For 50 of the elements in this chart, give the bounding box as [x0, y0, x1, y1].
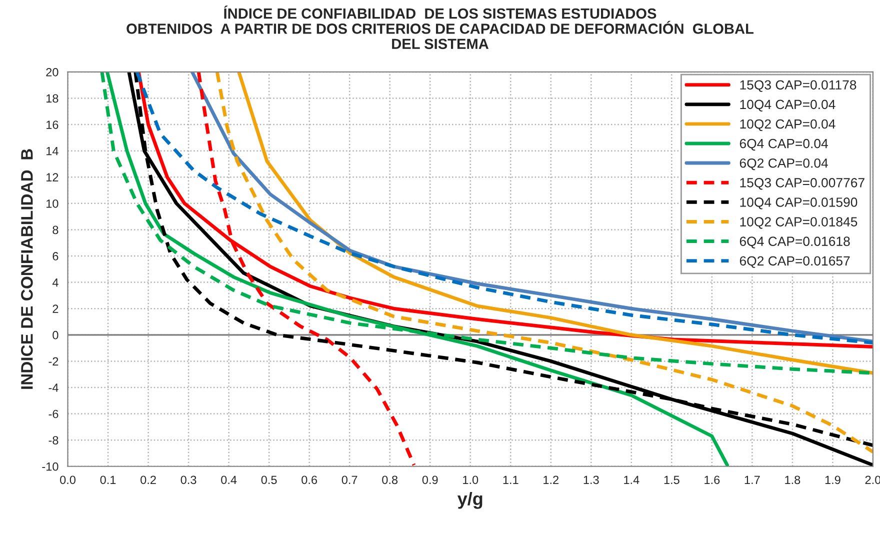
legend-label: 6Q2 CAP=0.01657 — [740, 256, 850, 268]
x-tick-label: 1.9 — [825, 476, 840, 484]
x-tick-label: 1.7 — [744, 476, 760, 484]
x-tick-label: 0.3 — [180, 476, 196, 484]
x-tick-label: 0.8 — [382, 476, 398, 484]
y-tick-label: -10 — [42, 462, 58, 471]
x-tick-label: 0.9 — [422, 476, 438, 484]
legend-label: 10Q2 CAP=0.04 — [740, 119, 836, 132]
line-series — [237, 72, 873, 375]
x-tick-label: 1.8 — [785, 476, 800, 484]
y-tick-label: 6 — [52, 252, 58, 260]
y-tick-label: 0 — [52, 330, 58, 340]
y-tick-label: 12 — [46, 173, 58, 182]
x-tick-label: 0.2 — [140, 476, 156, 484]
x-tick-label: 1.1 — [503, 476, 518, 484]
legend-label: 10Q4 CAP=0.01590 — [740, 198, 858, 210]
y-tick-label: 2 — [52, 304, 58, 313]
y-tick-label: 8 — [52, 226, 58, 234]
legend-label: 10Q4 CAP=0.04 — [740, 100, 836, 112]
chart-title: ÍNDICE DE CONFIABILIDAD DE LOS SISTEMAS ESTUDIADOS OBTENIDOS A PARTIR DE DOS CRITERIOS DE CAPACIDAD DE DEFORMACIÓN GLOBAL DEL SISTEMA — [126, 6, 754, 50]
y-tick-label: -8 — [48, 436, 58, 444]
y-tick-label: -6 — [48, 410, 58, 418]
x-tick-label: 1.5 — [664, 476, 680, 484]
y-tick-label: 10 — [46, 199, 58, 208]
x-tick-label: 1.3 — [584, 476, 599, 484]
y-axis-title: INDICE DE CONFIABILIDAD B — [21, 149, 33, 389]
x-tick-label: 1.0 — [463, 476, 478, 484]
y-tick-label: -2 — [48, 357, 58, 366]
x-tick-label: 0.5 — [261, 476, 277, 484]
y-tick-label: 14 — [46, 146, 58, 156]
legend-label: 6Q4 CAP=0.01618 — [740, 236, 850, 248]
x-tick-label: 0.6 — [302, 476, 318, 484]
legend-label: 6Q4 CAP=0.04 — [740, 138, 828, 151]
x-tick-label: 1.6 — [704, 476, 720, 484]
legend-label: 15Q3 CAP=0.007767 — [740, 178, 864, 190]
x-tick-label: 0.7 — [342, 476, 358, 484]
x-tick-label: 0.1 — [100, 476, 116, 484]
legend-label: 6Q2 CAP=0.04 — [740, 158, 828, 170]
x-tick-label: 0.0 — [60, 476, 76, 484]
legend-label: 15Q3 CAP=0.01178 — [740, 80, 856, 92]
y-tick-label: 18 — [46, 94, 58, 103]
legend-label: 10Q2 CAP=0.01845 — [740, 217, 858, 229]
x-tick-label: 0.4 — [221, 476, 237, 484]
y-tick-label: 20 — [46, 68, 58, 76]
x-tick-label: 1.4 — [624, 476, 640, 484]
y-tick-label: -4 — [48, 384, 58, 392]
x-tick-label: 1.2 — [544, 476, 558, 484]
x-axis-title: y/g — [457, 492, 482, 509]
y-tick-label: 4 — [52, 278, 58, 287]
y-tick-label: 16 — [46, 120, 58, 129]
